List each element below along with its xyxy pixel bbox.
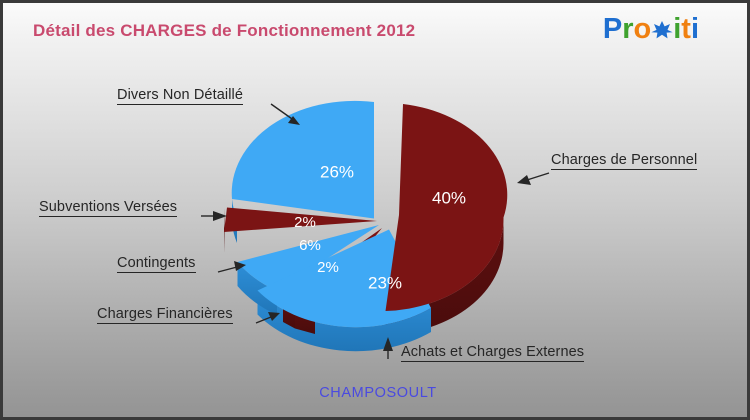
- pct-divers: 26%: [320, 162, 354, 181]
- callout-label-subventions: Subventions Versées: [39, 199, 178, 217]
- callout-label-contingents: Contingents: [117, 255, 196, 273]
- commune-name: CHAMPOSOULT: [319, 385, 437, 401]
- logo-star-x-icon: [651, 16, 673, 42]
- pie-chart: 26% 2% 6% 2% 23% 40%: [3, 3, 747, 417]
- callout-label-personnel: Charges de Personnel: [551, 152, 698, 170]
- slice-personnel[interactable]: [385, 104, 508, 311]
- logo-letter-t: t: [681, 13, 691, 45]
- proxiti-logo[interactable]: Pro iti: [603, 15, 699, 44]
- callout-label-divers: Divers Non Détaillé: [117, 87, 243, 105]
- slice-subventions[interactable]: [224, 207, 377, 233]
- pct-contingents: 6%: [299, 237, 321, 254]
- callout-label-achats: Achats et Charges Externes: [401, 344, 585, 362]
- pct-achats: 23%: [368, 273, 402, 292]
- callout-leaders: [201, 103, 550, 359]
- logo-letter-r: r: [622, 13, 634, 45]
- logo-letter-p: P: [602, 13, 623, 45]
- slice-side-contingents: [237, 262, 277, 315]
- logo-letter-o: o: [633, 13, 652, 45]
- slice-side-achats: [257, 290, 431, 352]
- logo-letter-i1: i: [673, 13, 682, 45]
- callout-label-financieres: Charges Financières: [97, 306, 233, 324]
- slice-contingents[interactable]: [237, 225, 380, 291]
- logo-letter-i2: i: [690, 13, 699, 45]
- slice-divers[interactable]: [231, 100, 374, 219]
- page-title: Détail des CHARGES de Fonctionnement 201…: [33, 21, 416, 40]
- pct-personnel: 40%: [432, 188, 466, 207]
- pct-financieres: 2%: [317, 259, 339, 276]
- pct-subventions: 2%: [294, 214, 316, 231]
